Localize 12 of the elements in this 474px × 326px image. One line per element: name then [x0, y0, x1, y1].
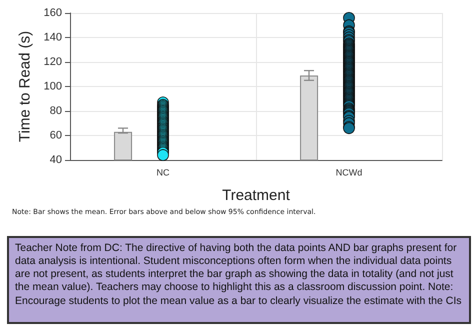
y-tick-label: 40	[50, 154, 62, 166]
text: Teacher Note from DC: The directive of having both the data points AND bar graphs present for data analysis is intentional. Student misconceptions often form when the individual data points are not present, as students interpret the bar graph as showing the data in totality (and not just the mean value). Teachers may choose to highlight this as a classroom discussion point. Note: Encourage students to plot the mean value as a bar to clearly visualize the estimate with the CIs	[7, 236, 471, 324]
y-tick-label: 80	[50, 105, 62, 117]
x-axis-title: Treatment	[222, 187, 291, 204]
y-tick-label: 120	[44, 56, 62, 68]
y-tick-label: 160	[44, 7, 62, 19]
y-tick-label: 60	[50, 130, 62, 142]
x-tick-label: NC	[156, 168, 170, 178]
y-tick-label: 140	[44, 32, 62, 44]
y-tick-label: 100	[44, 80, 62, 92]
y-axis-title: Time to Read (s)	[16, 30, 34, 142]
x-tick-label: NCWd	[336, 168, 362, 178]
